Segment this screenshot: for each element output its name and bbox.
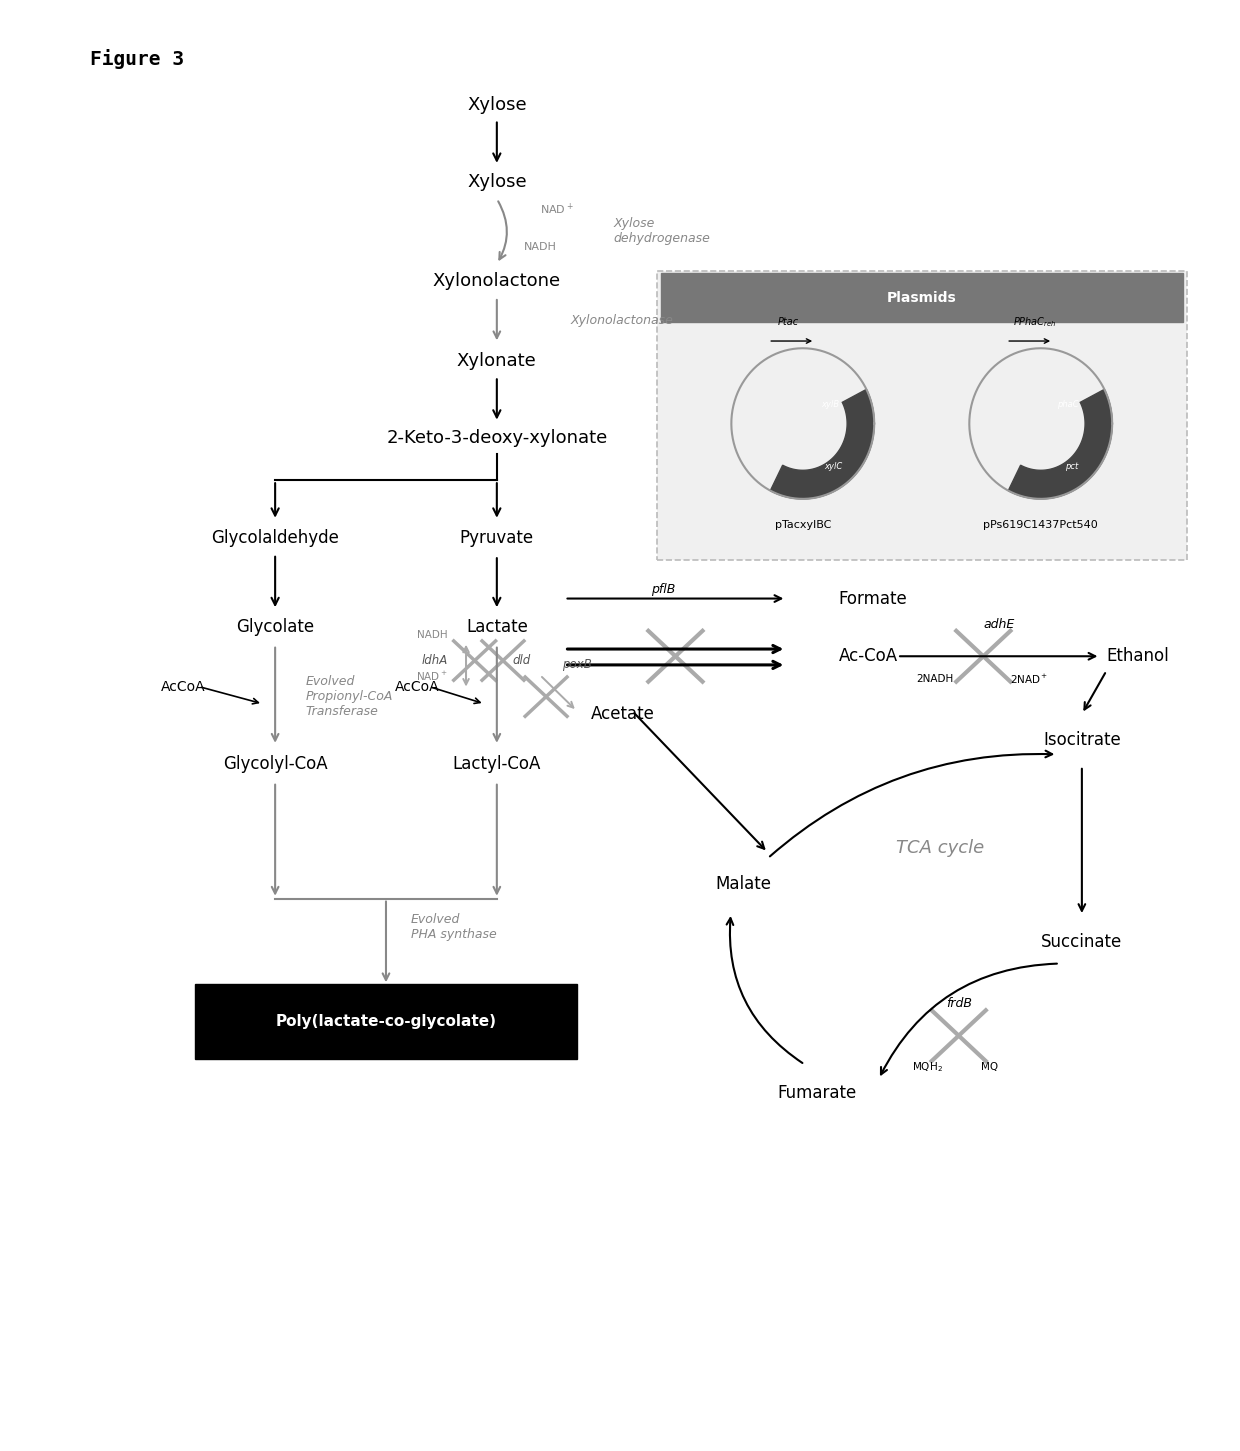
Text: poxB: poxB bbox=[562, 659, 591, 672]
Text: MQ: MQ bbox=[981, 1062, 998, 1072]
Text: Succinate: Succinate bbox=[1042, 933, 1122, 950]
FancyBboxPatch shape bbox=[657, 271, 1187, 560]
Text: AcCoA: AcCoA bbox=[160, 679, 205, 694]
Text: Xylonolactone: Xylonolactone bbox=[433, 273, 560, 290]
Text: Ac-CoA: Ac-CoA bbox=[839, 647, 898, 665]
Text: TCA cycle: TCA cycle bbox=[897, 839, 985, 858]
Text: frdB: frdB bbox=[946, 997, 972, 1010]
Text: pTacxylBC: pTacxylBC bbox=[775, 519, 831, 530]
Text: Xylonate: Xylonate bbox=[458, 351, 537, 370]
Text: pflB: pflB bbox=[651, 583, 676, 596]
Polygon shape bbox=[770, 389, 874, 499]
Text: Lactyl-CoA: Lactyl-CoA bbox=[453, 756, 541, 773]
Text: Poly(lactate-co-glycolate): Poly(lactate-co-glycolate) bbox=[275, 1014, 496, 1029]
Text: Glycolaldehyde: Glycolaldehyde bbox=[211, 530, 339, 547]
FancyBboxPatch shape bbox=[661, 273, 1183, 322]
Text: dld: dld bbox=[513, 654, 531, 667]
Text: Ethanol: Ethanol bbox=[1106, 647, 1168, 665]
Text: Xylose: Xylose bbox=[467, 173, 527, 190]
Text: phaC: phaC bbox=[1056, 400, 1079, 409]
Text: 2NADH: 2NADH bbox=[916, 675, 954, 685]
Text: NAD$^+$: NAD$^+$ bbox=[539, 202, 574, 216]
Text: 2NAD$^+$: 2NAD$^+$ bbox=[1009, 673, 1048, 686]
Text: Evolved
Propionyl-CoA
Transferase: Evolved Propionyl-CoA Transferase bbox=[306, 675, 393, 718]
Text: Formate: Formate bbox=[838, 589, 906, 608]
Text: Ptac: Ptac bbox=[777, 318, 799, 328]
Text: Plasmids: Plasmids bbox=[887, 292, 956, 306]
Text: Glycolate: Glycolate bbox=[236, 618, 314, 637]
Text: Fumarate: Fumarate bbox=[777, 1084, 857, 1103]
Text: Xylose
dehydrogenase: Xylose dehydrogenase bbox=[614, 216, 711, 245]
Text: xylC: xylC bbox=[825, 463, 843, 472]
Polygon shape bbox=[1008, 389, 1112, 499]
FancyBboxPatch shape bbox=[195, 984, 577, 1059]
Text: Xylonolactonase: Xylonolactonase bbox=[570, 313, 673, 326]
Text: Pyruvate: Pyruvate bbox=[460, 530, 534, 547]
Text: NAD$^+$: NAD$^+$ bbox=[415, 670, 448, 683]
Text: pPs619C1437Pct540: pPs619C1437Pct540 bbox=[983, 519, 1099, 530]
Text: AcCoA: AcCoA bbox=[394, 679, 439, 694]
Text: Isocitrate: Isocitrate bbox=[1043, 731, 1121, 749]
Text: ldhA: ldhA bbox=[422, 654, 448, 667]
Text: MQH$_2$: MQH$_2$ bbox=[913, 1061, 944, 1074]
Text: 2-Keto-3-deoxy-xylonate: 2-Keto-3-deoxy-xylonate bbox=[386, 429, 608, 447]
Text: Acetate: Acetate bbox=[590, 705, 655, 723]
Text: Evolved
PHA synthase: Evolved PHA synthase bbox=[410, 914, 496, 942]
Text: xylB: xylB bbox=[821, 400, 839, 409]
Text: pct: pct bbox=[1065, 463, 1078, 472]
Text: adhE: adhE bbox=[983, 618, 1016, 631]
Text: NADH: NADH bbox=[525, 241, 557, 251]
Text: Lactate: Lactate bbox=[466, 618, 528, 637]
Text: PPhaC$_{reh}$: PPhaC$_{reh}$ bbox=[1013, 315, 1056, 329]
Text: NADH: NADH bbox=[417, 630, 448, 640]
Text: Glycolyl-CoA: Glycolyl-CoA bbox=[223, 756, 327, 773]
Text: Figure 3: Figure 3 bbox=[91, 49, 185, 70]
Text: Malate: Malate bbox=[715, 875, 771, 894]
Text: Xylose: Xylose bbox=[467, 96, 527, 115]
